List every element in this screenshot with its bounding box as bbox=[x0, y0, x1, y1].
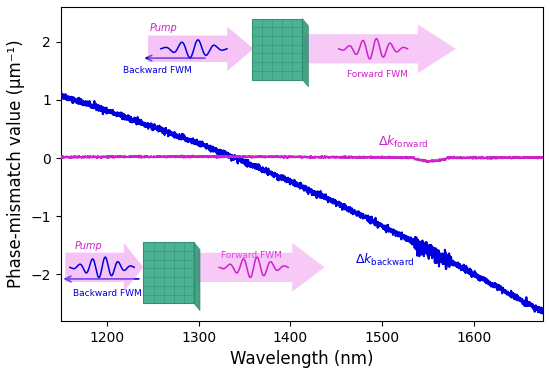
Text: Backward FWM: Backward FWM bbox=[73, 289, 141, 298]
Text: Forward FWM: Forward FWM bbox=[347, 70, 408, 79]
Text: $\Delta k_\mathrm{backward}$: $\Delta k_\mathrm{backward}$ bbox=[355, 252, 414, 268]
Polygon shape bbox=[148, 27, 254, 71]
Text: Backward FWM: Backward FWM bbox=[123, 66, 191, 75]
Y-axis label: Phase-mismatch value (μm⁻¹): Phase-mismatch value (μm⁻¹) bbox=[7, 39, 25, 288]
Polygon shape bbox=[304, 24, 456, 73]
Polygon shape bbox=[302, 19, 309, 87]
Polygon shape bbox=[194, 242, 200, 310]
Polygon shape bbox=[65, 243, 144, 292]
Text: Forward FWM: Forward FWM bbox=[222, 251, 282, 260]
Bar bbox=[252, 19, 302, 80]
Text: $\Delta k_\mathrm{forward}$: $\Delta k_\mathrm{forward}$ bbox=[378, 134, 428, 150]
X-axis label: Wavelength (nm): Wavelength (nm) bbox=[230, 350, 373, 368]
Polygon shape bbox=[196, 243, 324, 292]
Bar bbox=[144, 242, 194, 303]
Text: Pump: Pump bbox=[150, 23, 178, 33]
Text: Pump: Pump bbox=[74, 241, 102, 251]
